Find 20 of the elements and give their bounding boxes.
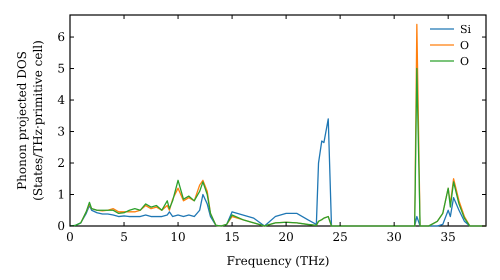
x-tick-label: 25 [332,230,348,244]
x-tick-label: 10 [170,230,186,244]
y-axis-title: Phonon projected DOS (States/THz·primitive cell) [15,40,45,201]
legend-label: O [460,39,470,52]
x-tick-label: 35 [440,230,456,244]
y-tick-label: 3 [57,124,65,139]
x-axis-title: Frequency (THz) [226,254,330,268]
y-tick-label: 4 [57,93,66,108]
x-tick-label: 30 [386,230,402,244]
x-tick-label: 5 [120,230,128,244]
y-tick-label: 6 [57,30,65,44]
y-tick-label: 2 [57,156,65,170]
y-tick-label: 1 [57,188,65,202]
legend-label: O [460,55,470,68]
x-tick-label: 20 [278,230,294,244]
x-tick-label: 0 [66,230,74,244]
x-tick-label: 15 [224,230,240,244]
y-tick-label: 0 [57,219,65,233]
y-tick-label: 5 [57,62,65,76]
legend-label: Si [460,23,472,36]
